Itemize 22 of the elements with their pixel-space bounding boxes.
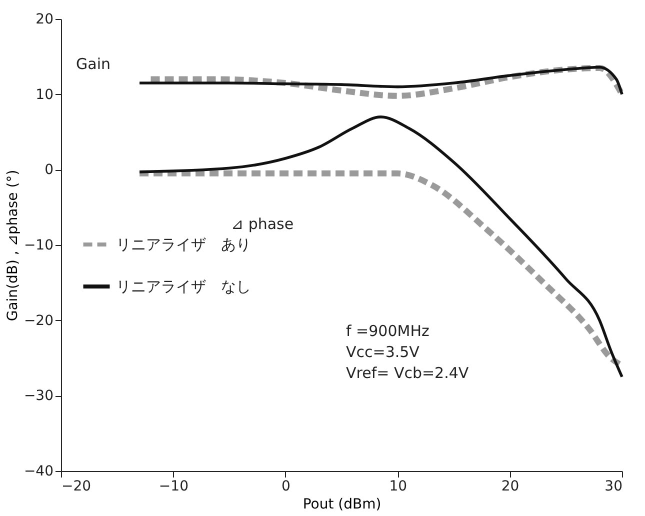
- annotation: Vcc=3.5V: [346, 343, 420, 361]
- y-tick-label: −10: [24, 238, 54, 254]
- x-tick-label: −10: [158, 478, 188, 494]
- x-tick-label: 10: [389, 478, 408, 494]
- annotation: Vref= Vcb=2.4V: [346, 364, 470, 382]
- annotation: ⊿ phase: [231, 215, 294, 233]
- annotation: Gain: [76, 55, 110, 73]
- y-tick-label: −40: [24, 464, 54, 480]
- legend-label: リニアライザ あり: [116, 236, 251, 254]
- y-tick-label: −20: [24, 312, 54, 329]
- x-axis-title: Pout (dBm): [302, 496, 382, 512]
- x-tick-label: 0: [281, 478, 290, 494]
- y-tick-label: 10: [36, 86, 54, 103]
- x-tick-label: 30: [604, 478, 622, 494]
- annotation: f =900MHz: [346, 322, 430, 340]
- x-tick-label: −20: [62, 478, 92, 494]
- y-tick-label: −30: [24, 388, 54, 404]
- y-tick-label: 0: [44, 162, 54, 178]
- y-tick-label: 20: [36, 12, 54, 28]
- x-tick-label: 20: [501, 478, 520, 494]
- legend-label: リニアライザ なし: [116, 278, 251, 296]
- y-axis-title: Gain(dB) , ⊿phase (°): [4, 170, 21, 322]
